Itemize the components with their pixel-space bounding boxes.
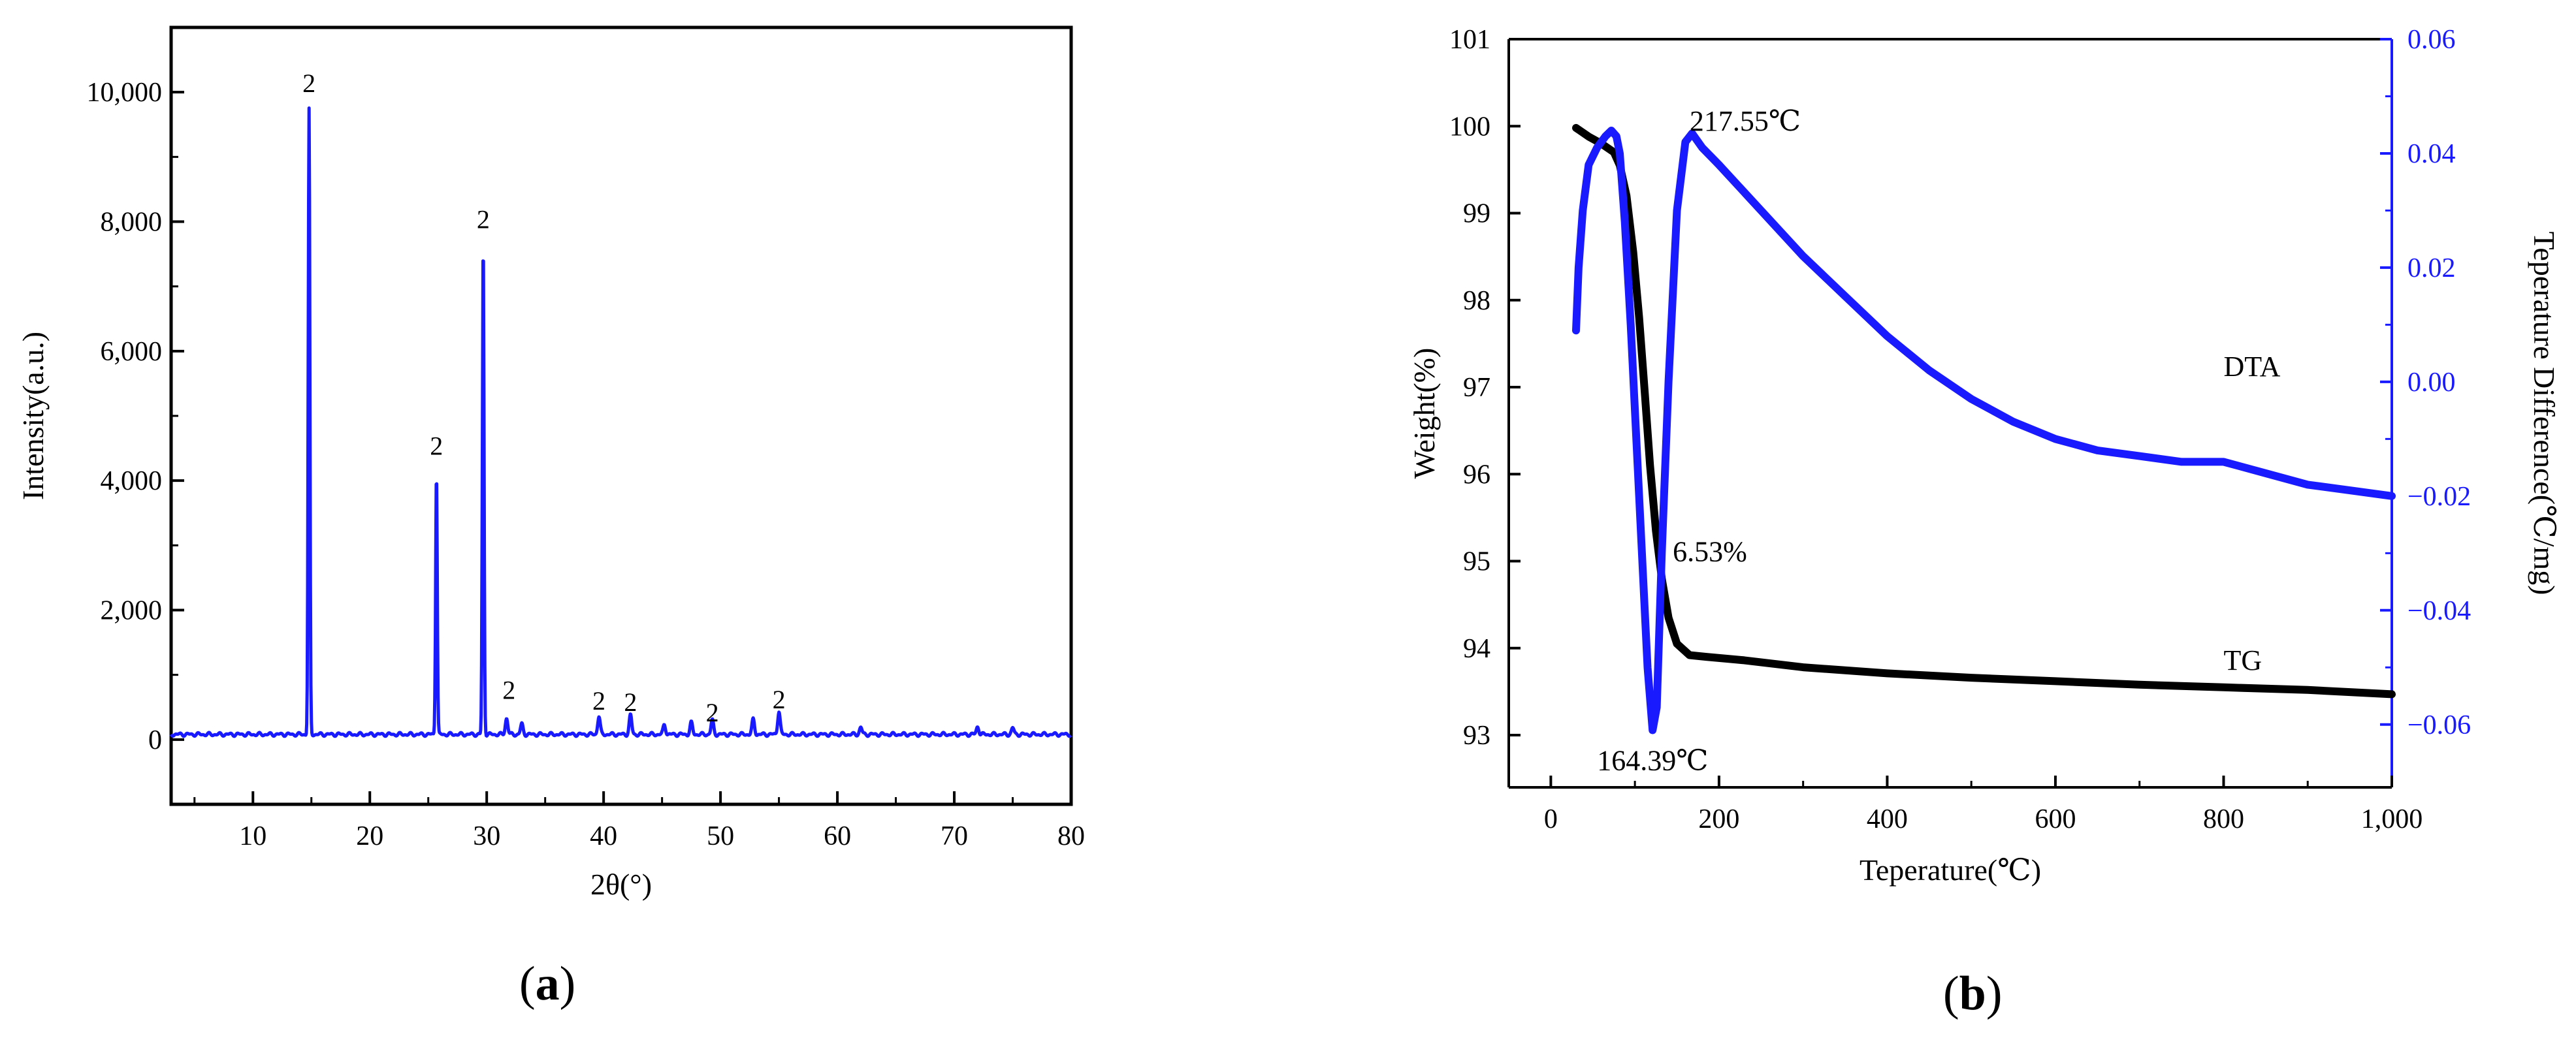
xrd-peak-annotation: 2 xyxy=(706,698,719,727)
tg-y-tick-label: 100 xyxy=(1449,112,1490,142)
tg-dta-x-axis-label: Teperature(℃) xyxy=(1860,853,2041,887)
dta-y2-tick-label: −0.04 xyxy=(2407,596,2471,626)
xrd-peak-annotation: 2 xyxy=(430,432,443,461)
tg-dta-annotation: 217.55℃ xyxy=(1690,105,1801,137)
tg-dta-annotation: TG xyxy=(2223,644,2262,676)
xrd-y-tick-label: 10,000 xyxy=(87,78,163,108)
tg-dta-series-group xyxy=(1572,123,2396,734)
tg-dta-y-axis-label: Weight(%) xyxy=(1408,348,1441,479)
tg-dta-chart: 0 200 400 600 800 1,000 93 94 95 96 97 98 99 100 101 −0… xyxy=(1408,25,2561,887)
xrd-x-tick-label: 40 xyxy=(590,821,617,851)
tg-dta-ticks-group: 0 200 400 600 800 1,000 93 94 95 96 97 98 99 100 101 −0… xyxy=(1449,25,2471,834)
xrd-x-tick-label: 80 xyxy=(1057,821,1085,851)
xrd-y-tick-label: 6,000 xyxy=(101,337,163,367)
xrd-chart: 10 20 30 40 50 60 70 80 0 2,000 4,000 6,000 8,000 10,… xyxy=(16,25,1086,901)
dta-y2-tick-label: 0.04 xyxy=(2407,139,2456,169)
tg-y-tick-label: 94 xyxy=(1463,634,1490,664)
tg-dta-annotations-group: 217.55℃ DTA 6.53% TG 164.39℃ xyxy=(1597,105,2280,776)
tg-y-tick-label: 98 xyxy=(1463,286,1490,316)
tg-x-tick-label: 800 xyxy=(2203,804,2244,834)
xrd-y-axis-label: Intensity(a.u.) xyxy=(16,332,50,500)
panel-label-b-close: ) xyxy=(1986,967,2003,1020)
xrd-peak-annotation: 2 xyxy=(592,686,605,716)
xrd-x-tick-label: 70 xyxy=(941,821,968,851)
xrd-x-tick-label: 50 xyxy=(707,821,734,851)
xrd-series-line xyxy=(169,106,1072,738)
tg-y-tick-label: 95 xyxy=(1463,547,1490,577)
dta-series-line xyxy=(1572,127,2396,734)
tg-dta-annotation: 164.39℃ xyxy=(1597,744,1708,776)
tg-x-tick-label: 1,000 xyxy=(2361,804,2423,834)
tg-x-tick-label: 0 xyxy=(1544,804,1558,834)
dta-y2-tick-label: 0.06 xyxy=(2407,25,2456,55)
tg-y-tick-label: 97 xyxy=(1463,373,1490,403)
xrd-x-axis-label: 2θ(°) xyxy=(590,868,652,901)
dta-y2-tick-label: −0.06 xyxy=(2407,710,2471,740)
xrd-x-tick-label: 30 xyxy=(473,821,500,851)
xrd-x-tick-label: 20 xyxy=(356,821,383,851)
xrd-y-tick-label: 2,000 xyxy=(101,596,163,626)
panel-label-b-letter: b xyxy=(1959,967,1986,1020)
xrd-peak-annotation: 2 xyxy=(502,675,515,704)
panel-label-a-letter: a xyxy=(535,957,560,1011)
xrd-y-tick-label: 8,000 xyxy=(101,208,163,238)
panel-label-b-open: ( xyxy=(1943,967,1959,1020)
xrd-x-tick-label: 10 xyxy=(239,821,266,851)
xrd-peak-annotation: 2 xyxy=(773,685,786,714)
tg-x-tick-label: 400 xyxy=(1867,804,1908,834)
tg-series-line xyxy=(1572,123,2396,699)
panel-label-a-open: ( xyxy=(519,957,536,1011)
tg-y-tick-label: 96 xyxy=(1463,460,1490,490)
xrd-ticks-group: 10 20 30 40 50 60 70 80 0 2,000 4,000 6,000 8,000 10,… xyxy=(87,78,1086,851)
tg-dta-y2-axis-label: Teperature Difference(℃/mg) xyxy=(2528,232,2561,595)
dta-y2-tick-label: 0.02 xyxy=(2407,253,2456,283)
xrd-y-tick-label: 0 xyxy=(148,725,162,755)
dta-y2-tick-label: −0.02 xyxy=(2407,482,2471,512)
tg-dta-axes-frame xyxy=(1507,38,2393,789)
tg-x-tick-label: 200 xyxy=(1698,804,1739,834)
xrd-peak-annotation: 2 xyxy=(477,204,490,234)
tg-x-tick-label: 600 xyxy=(2035,804,2076,834)
tg-y-tick-label: 101 xyxy=(1449,25,1490,55)
xrd-peak-annotation: 2 xyxy=(624,687,637,717)
dta-y2-tick-label: 0.00 xyxy=(2407,368,2456,398)
panel-label-a: (a) xyxy=(519,956,575,1012)
tg-y-tick-label: 99 xyxy=(1463,199,1490,229)
xrd-peak-annotation: 2 xyxy=(302,69,315,98)
tg-y-tick-label: 93 xyxy=(1463,721,1490,751)
xrd-series-group xyxy=(169,106,1072,738)
panel-label-b: (b) xyxy=(1943,966,2002,1022)
panel-label-a-close: ) xyxy=(559,957,576,1011)
xrd-y-tick-label: 4,000 xyxy=(101,466,163,496)
xrd-x-tick-label: 60 xyxy=(824,821,851,851)
tg-dta-annotation: DTA xyxy=(2223,351,2280,383)
tg-dta-annotation: 6.53% xyxy=(1673,536,1747,568)
